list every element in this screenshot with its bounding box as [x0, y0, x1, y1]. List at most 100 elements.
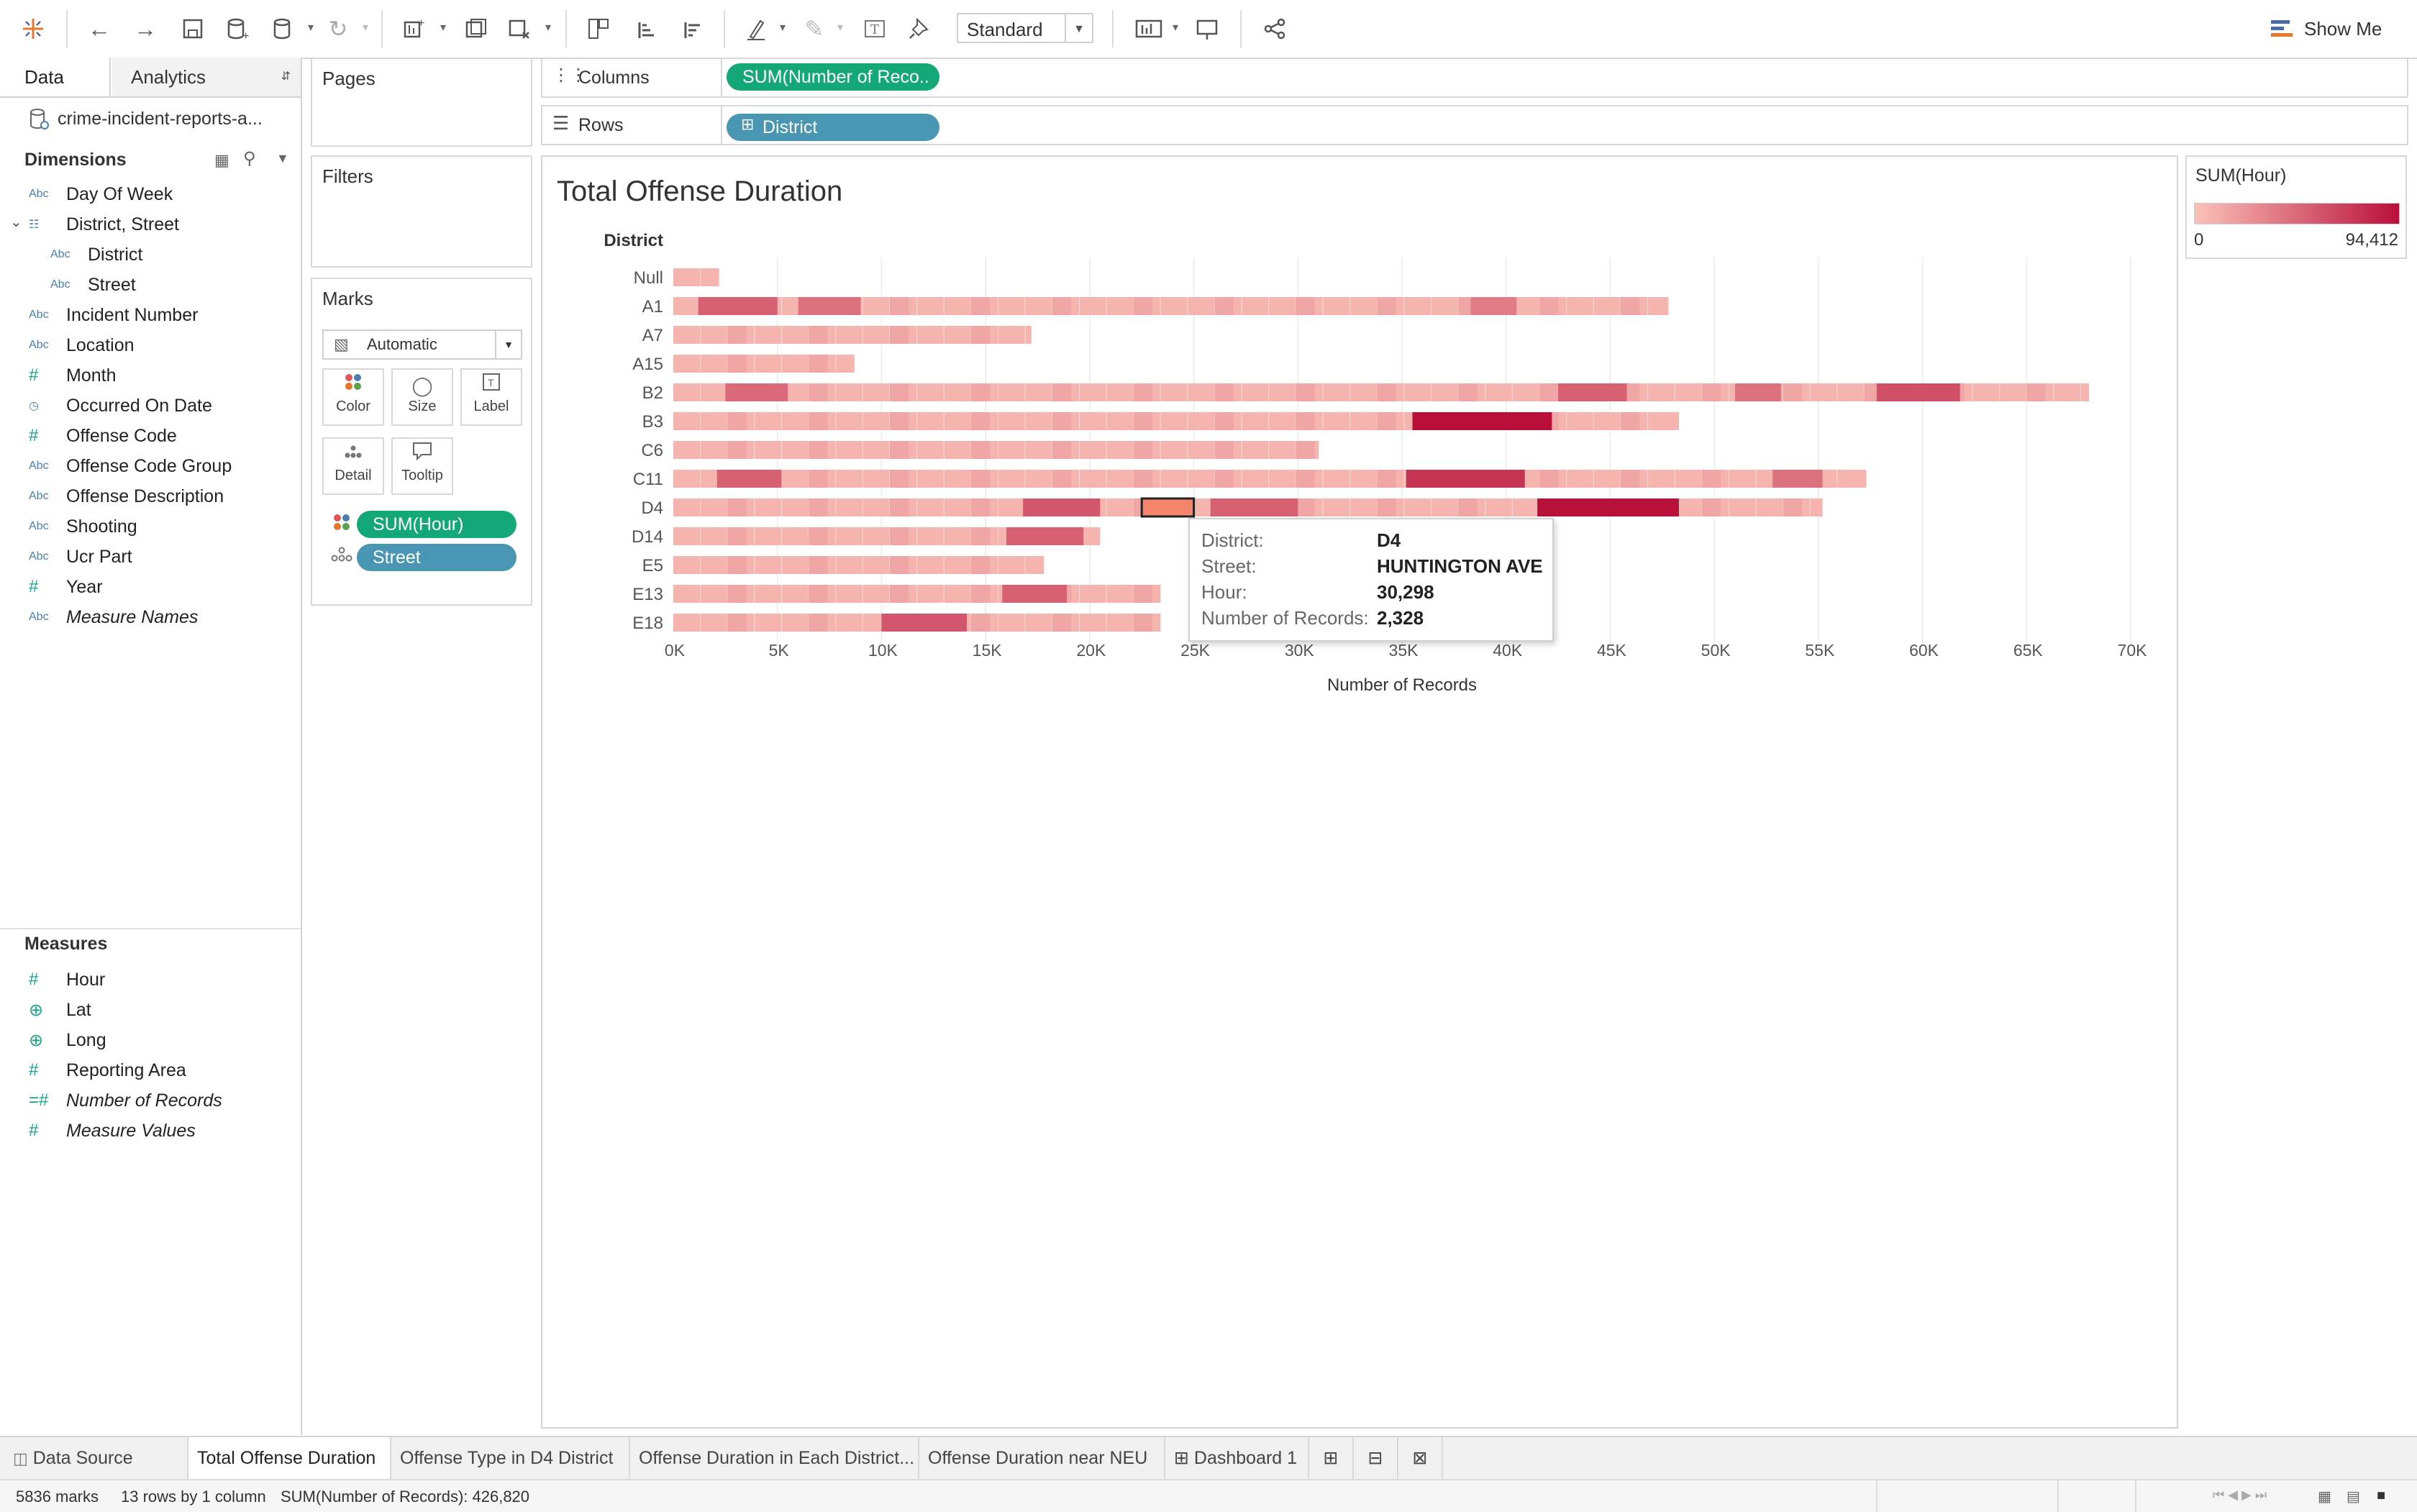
bar-segment-highlight[interactable] [1470, 297, 1517, 315]
selected-mark[interactable] [1140, 497, 1196, 518]
bar-segment[interactable] [890, 527, 909, 545]
dimension-field[interactable]: Abc Incident Number [0, 301, 198, 329]
bar-segment[interactable] [1296, 383, 1315, 401]
dimension-field[interactable]: Abc Measure Names [0, 603, 198, 632]
sheet-tab[interactable]: Total Offense Duration [188, 1437, 391, 1479]
sheet-tab[interactable]: Offense Duration in Each District... [630, 1437, 919, 1479]
bar-segment[interactable] [1133, 412, 1152, 430]
bar-segment[interactable] [1052, 297, 1072, 315]
bar-segment[interactable] [970, 441, 991, 459]
bar-segment[interactable] [1783, 383, 1802, 401]
bar-segment[interactable] [727, 498, 747, 516]
pages-card[interactable]: Pages [311, 58, 532, 147]
dimension-field[interactable]: # Month [0, 361, 116, 390]
bar-segment[interactable] [809, 470, 828, 488]
bar-segment[interactable] [890, 326, 909, 344]
bar-segment[interactable] [809, 412, 828, 430]
bar-segment[interactable] [890, 498, 909, 516]
pin-icon[interactable] [903, 13, 935, 45]
refresh-icon[interactable]: ↻ [328, 16, 348, 42]
dimension-field[interactable]: Abc Shooting [0, 512, 137, 541]
bar-segment[interactable] [1133, 470, 1152, 488]
text-icon[interactable]: T [859, 13, 891, 45]
bar-segment[interactable] [1620, 412, 1640, 430]
bar-segment[interactable] [727, 441, 747, 459]
bar-segment[interactable] [1133, 383, 1152, 401]
highlight-icon[interactable] [741, 13, 773, 45]
bar-segment[interactable] [1539, 297, 1559, 315]
bar-segment[interactable] [809, 498, 828, 516]
bar-segment[interactable] [890, 585, 909, 603]
sheet-sorter-icon[interactable]: ▦ [2318, 1489, 2331, 1505]
bar-segment[interactable] [727, 585, 747, 603]
bar-segment[interactable] [1620, 297, 1640, 315]
undo-icon[interactable]: ← [88, 15, 111, 42]
bar-segment[interactable] [970, 297, 991, 315]
bar-segment[interactable] [890, 556, 909, 574]
bar-segment[interactable] [809, 383, 828, 401]
label-button[interactable]: T Label [460, 368, 522, 426]
clear-sheet-icon[interactable] [504, 13, 535, 45]
bar-segment-highlight[interactable] [1002, 585, 1068, 603]
bar-segment[interactable] [970, 527, 991, 545]
viz-area[interactable]: Total Offense Duration District Null A1 A7 A… [541, 155, 2178, 1429]
bar-segment-highlight[interactable] [1406, 470, 1525, 488]
sort-ascending-icon[interactable] [629, 13, 660, 45]
bar-segment-highlight[interactable] [1412, 412, 1552, 430]
dimension-field[interactable]: Abc Offense Description [0, 482, 224, 511]
bar-segment[interactable] [1377, 470, 1396, 488]
bar-segment[interactable] [970, 498, 991, 516]
tab-data[interactable]: Data [0, 58, 111, 96]
measure-field[interactable]: # Measure Values [0, 1116, 196, 1145]
bar-segment-highlight[interactable] [1876, 383, 1960, 401]
bar-segment[interactable] [1620, 470, 1640, 488]
bar-segment[interactable] [970, 614, 991, 632]
bar-segment[interactable] [1296, 441, 1315, 459]
bar-segment[interactable] [1296, 470, 1315, 488]
bar-segment[interactable] [1539, 383, 1559, 401]
measure-field[interactable]: # Hour [0, 965, 105, 994]
new-datasource-icon[interactable]: + [222, 13, 253, 45]
bar-segment[interactable] [1377, 412, 1396, 430]
bar-segment[interactable] [727, 412, 747, 430]
bar-segment[interactable] [727, 355, 747, 373]
color-button[interactable]: Color [322, 368, 384, 426]
bar-segment[interactable] [727, 556, 747, 574]
bar-segment[interactable] [890, 470, 909, 488]
bar-segment[interactable] [809, 556, 828, 574]
dimension-field[interactable]: Abc Day Of Week [0, 180, 173, 209]
bar-segment[interactable] [727, 527, 747, 545]
new-worksheet-icon[interactable]: + [399, 13, 430, 45]
filters-card[interactable]: Filters [311, 155, 532, 268]
bar-segment[interactable] [970, 383, 991, 401]
chevron-down-icon[interactable]: ▾ [780, 22, 786, 34]
bar-segment[interactable] [1296, 498, 1315, 516]
bar-segment-highlight[interactable] [1537, 498, 1679, 516]
bar-segment[interactable] [1377, 498, 1396, 516]
bar-segment[interactable] [1296, 297, 1315, 315]
bar-segment[interactable] [1052, 614, 1072, 632]
pane-menu-icon[interactable]: ▼ [276, 151, 289, 165]
dimension-field[interactable]: # Offense Code [0, 422, 177, 450]
bar-segment[interactable] [1214, 297, 1234, 315]
bar-segment[interactable] [1458, 498, 1478, 516]
bar-segment[interactable] [970, 470, 991, 488]
chevron-down-icon[interactable]: ▾ [837, 22, 844, 34]
bar-segment[interactable] [1214, 383, 1234, 401]
fit-select[interactable]: Standard ▼ [957, 13, 1093, 43]
bar-segment[interactable] [809, 326, 828, 344]
bar-segment[interactable] [809, 355, 828, 373]
show-me-button[interactable]: Show Me [2270, 14, 2382, 43]
bar-segment[interactable] [970, 412, 991, 430]
dimension-field[interactable]: ⌄ ☷ District, Street [0, 210, 179, 239]
chevron-down-icon[interactable]: ⌄ [10, 214, 22, 230]
dimension-field[interactable]: Abc Ucr Part [0, 542, 132, 571]
expand-icon[interactable]: ⊞ [741, 115, 755, 133]
bar-chart[interactable]: District Null A1 A7 A15 B2 B3 C6 C11 D4 D14 E5 E13 E1… [542, 157, 2177, 711]
mark-type-select[interactable]: ▧ Automatic ▼ [322, 329, 522, 360]
color-pill-sum-hour[interactable]: SUM(Hour) [357, 511, 516, 538]
bar-segment[interactable] [809, 614, 828, 632]
dimension-field[interactable]: Abc Location [0, 331, 135, 360]
view-toggle-icon[interactable]: ▦ [214, 151, 229, 169]
bar-segment[interactable] [1701, 383, 1721, 401]
